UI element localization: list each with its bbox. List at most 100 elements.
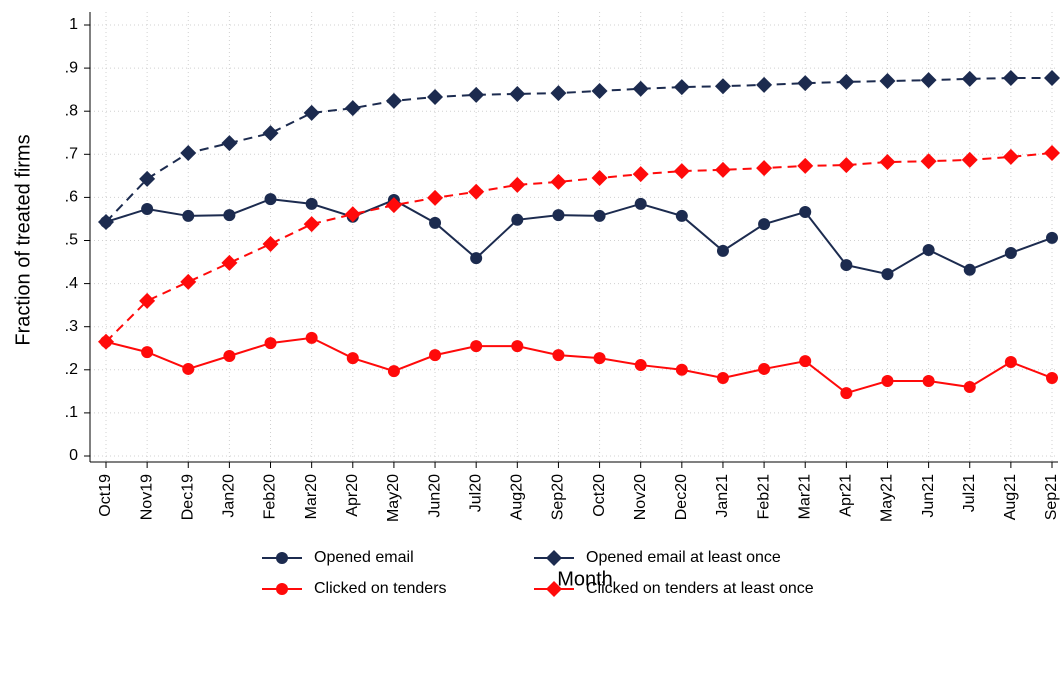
data-point — [470, 252, 483, 265]
data-point — [223, 209, 236, 222]
data-point — [509, 85, 526, 102]
data-point — [262, 125, 279, 142]
data-point — [385, 197, 402, 214]
data-point — [758, 218, 771, 231]
data-point — [264, 193, 277, 206]
y-tick-label: .2 — [65, 361, 78, 378]
data-point — [468, 86, 485, 103]
legend-marker — [546, 581, 562, 597]
x-tick-label: Sep21 — [1043, 474, 1060, 520]
data-point — [673, 79, 690, 96]
data-point — [797, 157, 814, 174]
x-tick-label: May21 — [879, 474, 896, 522]
data-point — [1004, 246, 1017, 259]
data-point — [797, 75, 814, 92]
y-tick-label: .8 — [65, 102, 78, 119]
data-point — [963, 263, 976, 276]
data-point — [756, 160, 773, 177]
series-line — [105, 152, 1053, 343]
legend-label: Clicked on tenders — [314, 580, 447, 597]
data-point — [511, 213, 524, 226]
data-point — [1046, 371, 1058, 384]
x-tick-label: Dec20 — [673, 474, 690, 520]
data-point — [840, 259, 853, 272]
data-point — [264, 337, 277, 350]
data-point — [182, 362, 195, 375]
data-point — [180, 145, 197, 162]
data-point — [961, 70, 978, 87]
data-point — [468, 183, 485, 200]
data-point — [799, 355, 812, 368]
data-point — [427, 88, 444, 105]
data-point — [961, 151, 978, 168]
y-tick-label: 1 — [69, 16, 78, 33]
data-point — [716, 244, 729, 257]
x-tick-label: Mar20 — [303, 474, 320, 519]
data-point — [98, 333, 114, 350]
y-tick-label: .5 — [65, 232, 78, 249]
data-point — [1046, 231, 1058, 244]
data-point — [139, 170, 156, 187]
data-point — [920, 153, 937, 170]
data-point — [714, 161, 731, 178]
data-point — [550, 85, 567, 102]
data-point — [922, 375, 935, 388]
x-tick-label: Jun21 — [920, 474, 937, 518]
data-point — [593, 352, 606, 365]
data-point — [634, 359, 647, 372]
y-tick-label: .7 — [65, 146, 78, 163]
data-point — [429, 216, 442, 229]
data-point — [305, 197, 318, 210]
data-point — [344, 100, 361, 117]
data-point — [675, 363, 688, 376]
data-point — [920, 72, 937, 89]
data-point — [879, 154, 896, 171]
data-point — [838, 73, 855, 90]
data-point — [593, 209, 606, 222]
data-point — [182, 209, 195, 222]
legend-marker — [276, 583, 288, 595]
legend-label: Clicked on tenders at least once — [586, 580, 814, 597]
data-point — [1002, 70, 1019, 87]
y-tick-label: .9 — [65, 59, 78, 76]
data-point — [881, 268, 894, 281]
data-point — [139, 292, 156, 309]
data-point — [221, 135, 238, 152]
data-point — [550, 173, 567, 190]
series-line — [105, 198, 1053, 276]
data-point — [385, 92, 402, 109]
x-tick-label: Nov19 — [138, 474, 155, 520]
x-tick-label: Apr21 — [838, 474, 855, 517]
data-point — [634, 197, 647, 210]
y-tick-label: 0 — [69, 447, 78, 464]
legend-marker — [276, 552, 288, 564]
legend-marker — [546, 550, 562, 566]
data-point — [303, 216, 320, 233]
data-point — [223, 350, 236, 363]
data-point — [632, 166, 649, 183]
legend-label: Opened email at least once — [586, 549, 781, 566]
data-point — [262, 235, 279, 252]
data-point — [1004, 356, 1017, 369]
data-point — [591, 82, 608, 99]
data-point — [1044, 145, 1060, 162]
x-tick-label: Jun20 — [426, 474, 443, 518]
data-point — [552, 349, 565, 362]
y-axis-title: Fraction of treated firms — [12, 134, 34, 345]
y-tick-label: .1 — [65, 404, 78, 421]
data-point — [879, 73, 896, 90]
data-point — [346, 352, 359, 365]
data-point — [387, 365, 400, 378]
x-tick-label: Aug20 — [509, 474, 526, 520]
y-tick-label: .6 — [65, 189, 78, 206]
data-point — [756, 76, 773, 93]
data-point — [673, 163, 690, 180]
data-point — [470, 340, 483, 353]
data-point — [141, 346, 154, 359]
data-point — [141, 203, 154, 216]
x-tick-label: Oct20 — [591, 474, 608, 517]
x-tick-label: Aug21 — [1002, 474, 1019, 520]
x-tick-label: Jul21 — [961, 474, 978, 512]
data-point — [1044, 70, 1060, 87]
